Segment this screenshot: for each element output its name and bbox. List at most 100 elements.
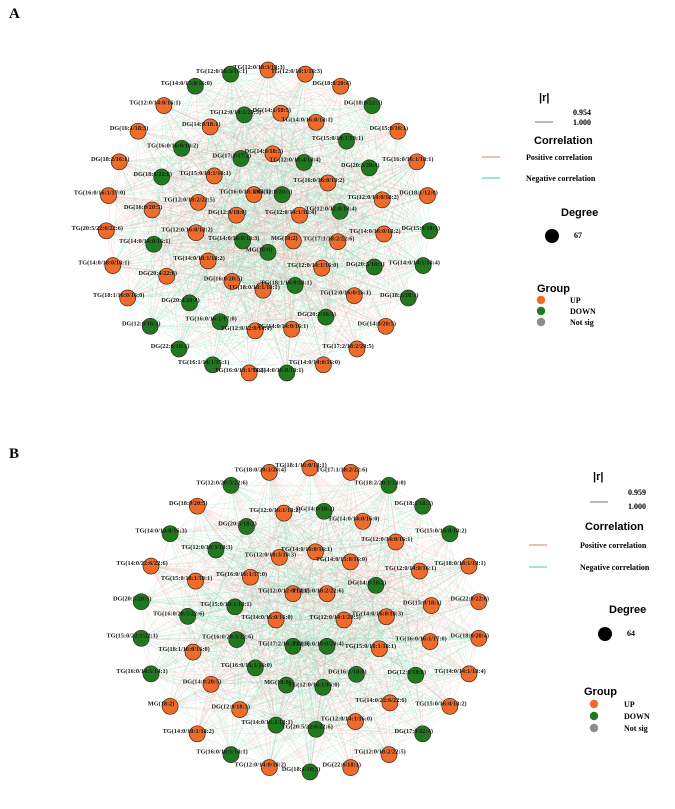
positive-edge [195, 86, 213, 365]
negative-edge [236, 639, 431, 642]
positive-edge [326, 593, 470, 675]
negative-edge [208, 252, 269, 262]
legend-b-negative-label: Negative correlation [580, 563, 650, 572]
node-down [238, 518, 255, 535]
node-up [342, 553, 359, 571]
negative-edge [230, 73, 385, 235]
positive-edge [350, 673, 470, 768]
positive-edge [178, 266, 375, 350]
positive-edge [395, 541, 479, 639]
negative-edge [326, 605, 432, 647]
positive-edge [236, 639, 317, 730]
negative-edge [382, 199, 424, 266]
node-up [260, 464, 278, 481]
negative-edge [195, 232, 213, 365]
edge-layer [106, 69, 430, 374]
node-up [242, 568, 259, 586]
negative-edge [198, 167, 370, 203]
positive-edge [231, 241, 338, 282]
negative-edge [170, 706, 311, 773]
negative-edge [322, 687, 390, 704]
node-down [363, 97, 381, 114]
negative-edge [161, 176, 292, 330]
positive-edge [181, 148, 241, 159]
node-label: TG(12:0/12:0/18:4) [305, 205, 356, 212]
node-down [173, 139, 191, 157]
positive-edge [150, 673, 277, 726]
node-label: TG(12:0/20:5/22:6) [196, 479, 247, 486]
positive-edge [239, 616, 387, 710]
negative-edge [293, 240, 326, 318]
node-up [422, 597, 440, 614]
positive-edge [138, 131, 273, 154]
node-up [188, 497, 206, 515]
node-label: TG(16:0/16:1/17:0) [216, 571, 267, 578]
positive-edge [106, 194, 254, 232]
positive-edge [112, 265, 292, 330]
legend-a-degree-title: Degree [561, 207, 598, 219]
node-down [360, 159, 378, 177]
positive-edge [244, 114, 424, 266]
node-up [419, 187, 436, 204]
node-down [222, 746, 240, 763]
negative-edge [422, 601, 479, 734]
negative-edge [187, 506, 198, 617]
node-label: TG(12:0/14:0/18:2) [347, 194, 398, 201]
positive-edge [127, 290, 264, 299]
node-up [307, 113, 325, 131]
negative-edge [151, 209, 296, 286]
positive-edge [356, 199, 383, 350]
positive-edge [279, 557, 432, 606]
node-down [414, 257, 432, 274]
node-up [129, 122, 147, 140]
negative-edge [189, 302, 358, 350]
positive-edge [210, 541, 396, 685]
positive-edge [315, 122, 329, 184]
negative-edge [150, 565, 317, 730]
positive-edge [275, 616, 387, 621]
negative-edge [240, 158, 322, 269]
positive-edge [325, 297, 409, 318]
negative-edge [119, 73, 231, 162]
positive-edge [151, 565, 251, 578]
positive-edge [189, 162, 305, 304]
negative-edge [382, 199, 430, 231]
negative-edge [286, 295, 355, 374]
node-label: TG(17:1/18:2/22:6) [316, 466, 367, 473]
node-label: TG(12:0/18:3/18:3) [181, 544, 232, 551]
legend-a-notsig-label: Not sig [570, 318, 594, 327]
negative-edge [166, 252, 269, 277]
negative-edge [161, 176, 328, 184]
negative-edge [275, 619, 357, 675]
negative-edge [219, 215, 300, 322]
node-label: TG(12:0/16:1/16:0) [288, 681, 339, 688]
positive-edge [240, 158, 326, 318]
negative-edge [189, 126, 211, 303]
negative-edge [181, 148, 273, 154]
node-label: DG(20:5/18:3) [346, 261, 384, 268]
negative-edge [323, 511, 351, 562]
node-down [234, 232, 252, 250]
positive-edge [197, 506, 351, 563]
positive-edge [292, 570, 420, 594]
node-label: DG(18:1/12:0) [399, 190, 437, 197]
node-label: TG(16:0/16:1/17:0) [185, 316, 236, 323]
positive-edge [150, 566, 270, 768]
node-label: TG(17:2/18:2/20:5) [322, 343, 373, 350]
positive-edge [315, 541, 396, 552]
negative-edge [346, 140, 385, 235]
negative-edge [106, 230, 190, 304]
positive-edge [253, 194, 358, 350]
node-down [317, 308, 335, 326]
negative-edge [292, 593, 317, 730]
node-up [267, 611, 285, 629]
negative-edge [163, 105, 180, 350]
node-label: DG(15:0/18:1) [403, 600, 441, 607]
node-up [421, 633, 439, 650]
negative-edge [383, 233, 409, 299]
negative-edge [230, 74, 294, 242]
negative-edge [343, 619, 357, 675]
node-up [389, 122, 407, 140]
positive-edge [283, 512, 328, 594]
positive-edge [250, 577, 390, 755]
